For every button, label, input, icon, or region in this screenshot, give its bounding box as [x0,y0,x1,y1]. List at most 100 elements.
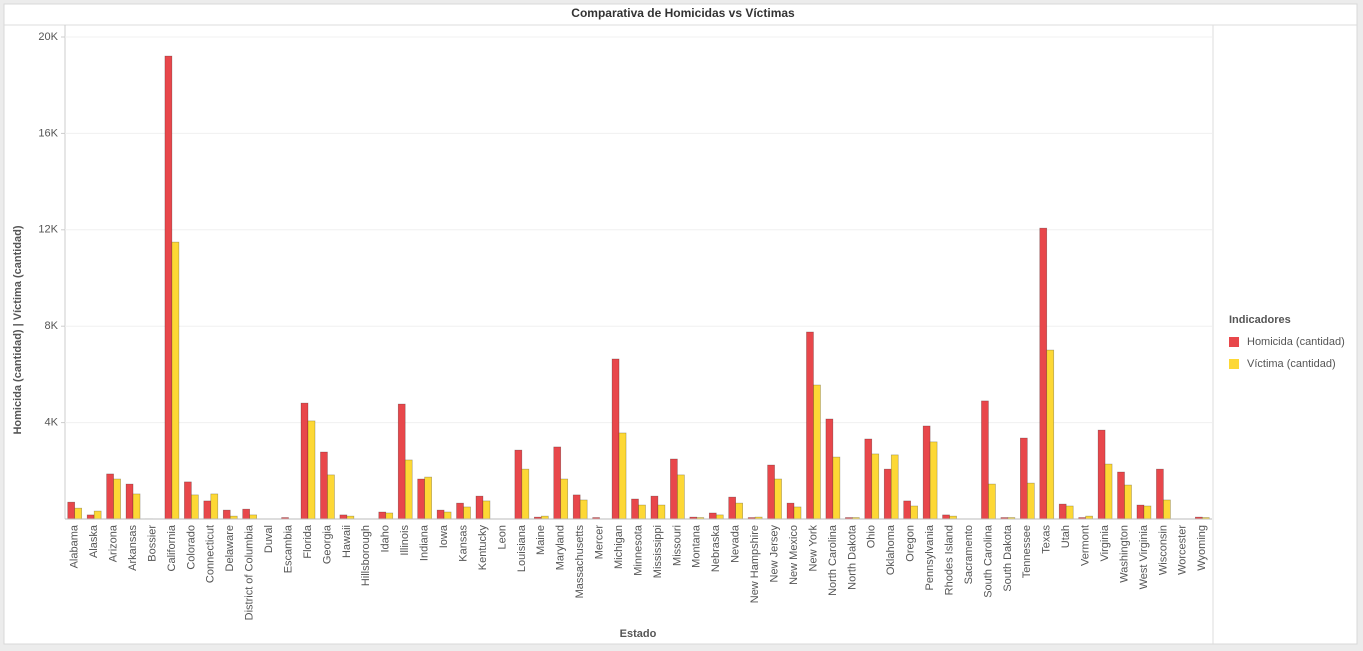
y-tick-label: 4K [45,417,59,429]
x-tick-label: New Hampshire [749,525,761,603]
x-tick-label: Kansas [457,525,469,562]
bar [1065,505,1074,520]
bar [307,420,316,520]
bar [650,495,659,520]
x-tick-label: Maryland [555,525,567,570]
x-tick-label: Montana [691,524,703,568]
x-tick-label: Alaska [88,524,100,558]
bar [456,502,464,520]
bar [327,474,335,520]
bar [929,441,938,520]
x-tick-label: Washington [1118,525,1130,583]
bar [86,514,95,520]
x-tick-label: Texas [1041,525,1053,554]
bar [436,509,445,520]
bar [125,483,134,520]
x-tick-label: Colorado [185,525,197,570]
x-tick-label: Maine [535,525,547,555]
bar [560,478,569,520]
legend-swatch [1229,359,1239,369]
x-axis-title: Estado [620,628,657,640]
bar [1124,484,1132,520]
x-tick-label: Connecticut [205,525,217,583]
x-tick-label: Georgia [321,524,333,564]
bar [579,499,588,520]
x-tick-label: Nevada [730,524,742,563]
bar [404,459,413,520]
x-tick-label: District of Columbia [244,524,256,620]
x-tick-label: North Carolina [827,524,839,596]
x-tick-label: Duval [263,525,275,553]
x-tick-label: Arkansas [127,525,139,571]
bar [871,453,880,520]
bar [553,446,562,520]
bar [1058,503,1067,520]
x-tick-label: Kentucky [477,525,489,571]
x-tick-label: Escambia [282,524,294,573]
x-tick-label: Tennessee [1021,525,1033,578]
bar [242,508,250,520]
bar [74,507,83,520]
x-tick-label: Bossier [146,525,158,562]
bar [378,511,387,520]
x-tick-label: Oregon [905,525,917,562]
bar [424,476,432,520]
bar [191,494,199,520]
bar [631,498,639,520]
bar [132,493,141,520]
x-tick-label: Minnesota [632,524,644,576]
x-tick-label: Michigan [613,525,625,569]
x-tick-label: South Carolina [982,524,994,598]
bar [618,432,627,520]
x-tick-label: Missouri [671,525,683,566]
bar [222,509,231,520]
x-tick-label: Delaware [224,525,236,571]
bar [670,458,678,520]
bar [715,514,724,520]
x-tick-label: Florida [302,524,314,559]
bar [1046,349,1055,520]
bar [93,510,102,520]
bar [249,514,257,520]
bar [988,483,996,520]
bar [300,402,309,520]
bar [210,493,219,520]
bar [981,400,989,520]
x-tick-label: Mississippi [652,525,664,578]
bar [1136,504,1145,520]
x-tick-label: Illinois [399,525,411,556]
x-tick-label: New York [807,525,819,572]
bar [514,449,523,520]
x-tick-label: Leon [496,525,508,549]
bar [942,514,950,520]
y-axis-title: Homicida (cantidad) | Víctima (cantidad) [12,225,24,434]
y-tick-label: 20K [38,31,58,43]
bar [320,451,328,520]
bar [813,384,821,520]
bar [1117,471,1125,520]
panel [3,3,1358,645]
bar [113,478,121,520]
bar [1097,429,1106,520]
bar [910,505,918,520]
x-tick-label: Alabama [69,524,81,568]
x-tick-label: Virginia [1099,524,1111,561]
x-tick-label: Pennsylvania [924,524,936,590]
bar [825,418,834,520]
bar [890,454,899,520]
bar [521,468,530,520]
x-tick-label: Worcester [1177,525,1189,575]
x-tick-label: Nebraska [710,524,722,572]
bar [1156,468,1164,520]
x-tick-label: Hillsborough [360,525,372,586]
bar [463,506,471,520]
bar [864,438,873,520]
bar [482,500,491,520]
x-tick-label: Utah [1060,525,1072,548]
x-tick-label: Vermont [1080,525,1092,566]
x-tick-label: West Virginia [1138,524,1150,589]
x-tick-label: North Dakota [846,524,858,590]
legend-title: Indicadores [1229,314,1291,326]
